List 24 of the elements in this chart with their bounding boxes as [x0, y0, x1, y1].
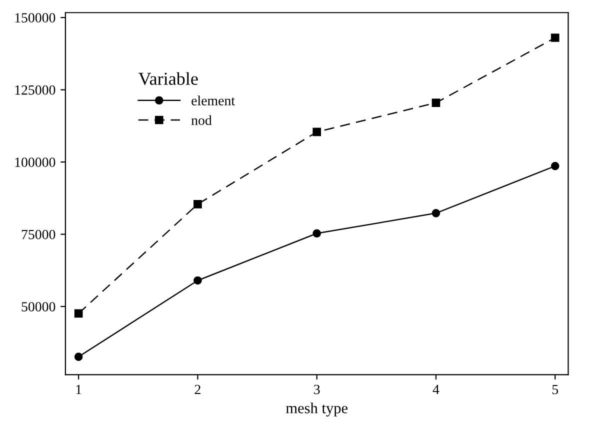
point [194, 200, 202, 208]
y-tick-label: 150000 [15, 13, 56, 22]
x-tick-label: 3 [314, 384, 320, 394]
y-tick-label: 50000 [22, 302, 56, 312]
point [432, 98, 440, 107]
point [312, 128, 322, 136]
point [312, 229, 322, 238]
x-tick-label: 5 [552, 384, 558, 394]
y-tick-label: 75000 [22, 230, 56, 240]
legend-label: element [192, 96, 235, 106]
x-tick-label: 2 [194, 384, 200, 394]
point [432, 208, 440, 218]
x-tick-label: 4 [432, 384, 440, 394]
legend-label: nod [191, 115, 212, 125]
point [550, 34, 560, 42]
x-tick-label: 1 [76, 384, 82, 394]
point [194, 276, 202, 285]
y-tick-label: 100000 [15, 158, 56, 167]
point [74, 309, 83, 318]
legend-title: Variable [138, 72, 198, 85]
point [74, 352, 83, 361]
y-tick-label: 125000 [15, 85, 56, 95]
x-axis-title: mesh type [286, 402, 348, 416]
point [550, 162, 560, 170]
